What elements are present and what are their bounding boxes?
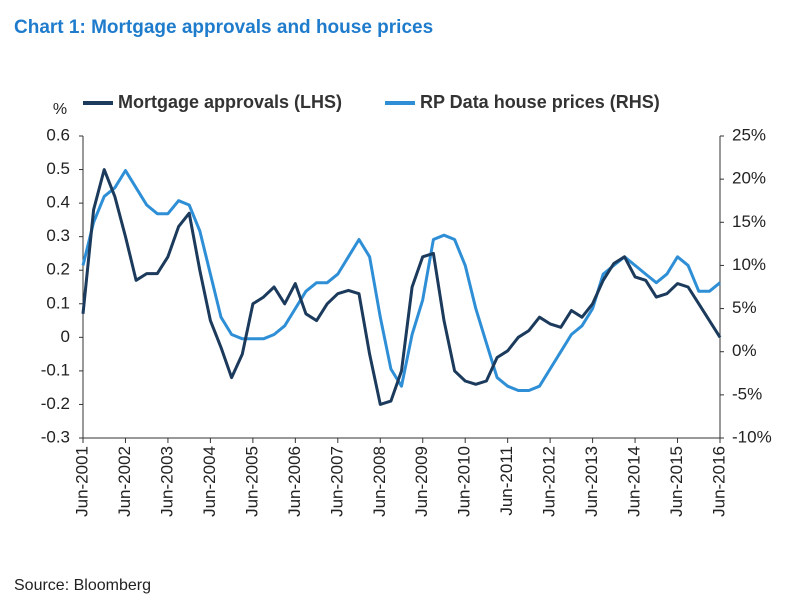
y-tick-label: 0.2 xyxy=(46,260,70,279)
y-tick-label: 0 xyxy=(61,327,70,346)
y-axis-label: % xyxy=(53,101,67,118)
x-tick-label: Jun-2005 xyxy=(242,446,261,517)
chart-title: Chart 1: Mortgage approvals and house pr… xyxy=(14,17,433,38)
y2-tick-label: 5% xyxy=(732,298,757,317)
x-tick-label: Jun-2010 xyxy=(455,446,474,517)
x-tick-label: Jun-2006 xyxy=(285,446,304,517)
y2-tick-label: -10% xyxy=(732,427,772,446)
x-tick-label: Jun-2011 xyxy=(497,446,516,516)
x-tick-label: Jun-2001 xyxy=(72,446,91,517)
y-tick-label: -0.3 xyxy=(41,427,70,446)
x-tick-label: Jun-2015 xyxy=(667,446,686,517)
y2-tick-label: 10% xyxy=(732,255,766,274)
x-tick-label: Jun-2007 xyxy=(327,446,346,517)
y2-tick-label: 20% xyxy=(732,169,766,188)
y-tick-label: 0.1 xyxy=(46,293,70,312)
x-tick-label: Jun-2013 xyxy=(582,446,601,517)
y2-tick-label: 0% xyxy=(732,341,757,360)
y2-tick-label: 15% xyxy=(732,212,766,231)
x-tick-label: Jun-2016 xyxy=(709,446,728,517)
x-tick-label: Jun-2003 xyxy=(157,446,176,517)
y-tick-label: 0.3 xyxy=(46,226,70,245)
legend-label: Mortgage approvals (LHS) xyxy=(118,92,342,112)
y-tick-label: 0.4 xyxy=(46,193,70,212)
x-tick-label: Jun-2008 xyxy=(370,446,389,517)
y-tick-label: -0.2 xyxy=(41,394,70,413)
y2-tick-label: 25% xyxy=(732,125,766,144)
legend-label: RP Data house prices (RHS) xyxy=(420,92,660,112)
y2-tick-label: -5% xyxy=(732,384,762,403)
series-line xyxy=(81,169,721,392)
y-tick-label: 0.5 xyxy=(46,159,70,178)
source: Source: Bloomberg xyxy=(14,577,151,594)
x-tick-label: Jun-2002 xyxy=(115,446,134,517)
x-tick-label: Jun-2009 xyxy=(412,446,431,517)
y-tick-label: 0.6 xyxy=(46,125,70,144)
x-tick-label: Jun-2004 xyxy=(200,446,219,517)
y-tick-label: -0.1 xyxy=(41,360,70,379)
x-tick-label: Jun-2012 xyxy=(540,446,559,517)
x-tick-label: Jun-2014 xyxy=(625,446,644,517)
series-line xyxy=(81,168,722,406)
